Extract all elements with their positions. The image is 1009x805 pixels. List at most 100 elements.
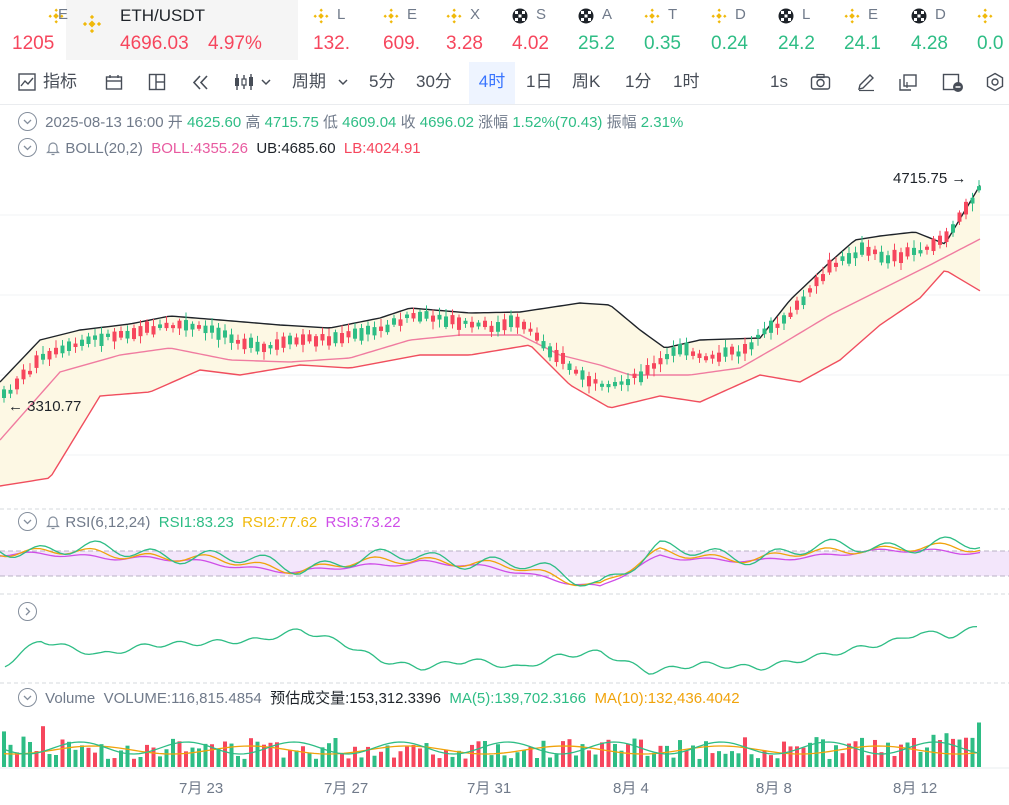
- volume-ma5: MA(5):139,702.3166: [449, 690, 587, 707]
- expand-icon[interactable]: [18, 602, 37, 621]
- ticker-symbol: D: [735, 6, 746, 23]
- candle: [697, 353, 702, 358]
- volume-bar: [216, 748, 221, 767]
- volume-bar: [86, 747, 91, 767]
- settings-icon[interactable]: [985, 72, 1005, 92]
- ticker-item[interactable]: D 0.24: [711, 0, 771, 62]
- interval-1w[interactable]: 周K: [572, 72, 601, 91]
- volume-row: Volume VOLUME:116,815.4854 预估成交量:153,312…: [18, 687, 740, 708]
- ticker-item[interactable]: E 24.1: [844, 0, 904, 62]
- volume-bar: [21, 736, 26, 767]
- candle: [444, 316, 448, 327]
- add-window-icon[interactable]: [898, 73, 918, 92]
- candle: [860, 242, 864, 255]
- collapse-icon[interactable]: [18, 138, 37, 157]
- candle: [795, 300, 799, 310]
- draw-pen-icon[interactable]: [856, 72, 876, 92]
- volume-bar: [372, 755, 377, 767]
- chevron-down-icon[interactable]: [338, 79, 348, 86]
- volume-bar: [645, 755, 650, 767]
- candle: [489, 325, 494, 332]
- rewind-icon[interactable]: [191, 74, 211, 91]
- ohlc-change: 1.52%(70.43): [512, 114, 603, 131]
- candle: [60, 345, 65, 354]
- volume-bar: [801, 747, 806, 767]
- ticker-active[interactable]: ETH/USDT 4696.03 4.97%: [66, 0, 298, 60]
- candle: [314, 336, 318, 347]
- volume-bar: [840, 753, 845, 767]
- volume-bar: [717, 751, 721, 767]
- interval-1h[interactable]: 1时: [673, 72, 700, 91]
- layout-icon[interactable]: [148, 73, 166, 91]
- candle: [99, 333, 104, 346]
- ticker-item[interactable]: A 25.2: [578, 0, 638, 62]
- candle: [938, 235, 942, 245]
- volume-bar: [691, 745, 695, 767]
- ticker-item[interactable]: E 609.: [383, 0, 443, 62]
- calendar-icon[interactable]: [105, 74, 123, 91]
- volume-bar: [808, 742, 812, 767]
- interval-30m[interactable]: 30分: [416, 72, 452, 91]
- ticker-item[interactable]: S 4.02: [512, 0, 572, 62]
- ticker-item[interactable]: T 0.35: [644, 0, 704, 62]
- volume-bar: [80, 745, 84, 767]
- volume-bar: [203, 743, 208, 767]
- indicator-row: [18, 602, 41, 621]
- candle-type-icon[interactable]: [233, 73, 255, 91]
- volume-bar: [626, 744, 630, 767]
- bell-icon[interactable]: [45, 514, 61, 530]
- collapse-icon[interactable]: [18, 112, 37, 131]
- volume-bar: [99, 744, 104, 767]
- ticker-item[interactable]: L 24.2: [778, 0, 838, 62]
- bell-icon[interactable]: [45, 140, 61, 156]
- volume-bar: [385, 745, 390, 767]
- ohlc-row: 2025-08-13 16:00 开 4625.60 高 4715.75 低 4…: [18, 111, 683, 132]
- interval-1m[interactable]: 1分: [625, 72, 652, 91]
- candle: [21, 369, 26, 380]
- ticker-item[interactable]: X 3.28: [446, 0, 506, 62]
- candle: [710, 354, 715, 359]
- candle: [580, 370, 585, 380]
- volume-bar: [366, 746, 370, 767]
- volume-bar: [411, 744, 416, 767]
- contract-icon: [911, 8, 927, 24]
- interval-5m[interactable]: 5分: [369, 72, 396, 91]
- volume-bar: [736, 753, 741, 767]
- volume-bar: [346, 758, 351, 767]
- camera-icon[interactable]: [810, 73, 831, 91]
- indicator-icon[interactable]: [18, 73, 36, 91]
- volume-ma10-line: [3, 745, 980, 755]
- rsi2-line: [0, 542, 981, 587]
- collapse-icon[interactable]: [18, 688, 37, 707]
- candle: [873, 249, 877, 255]
- delete-drawing-icon[interactable]: [942, 73, 964, 93]
- ticker-symbol: T: [668, 6, 678, 23]
- interval-1d[interactable]: 1日: [526, 72, 553, 91]
- bnb-icon: [644, 8, 660, 24]
- collapse-icon[interactable]: [18, 512, 37, 531]
- volume-estimate: 预估成交量:153,312.3396: [270, 690, 442, 707]
- ticker-item[interactable]: E 1205: [12, 0, 68, 62]
- candle: [678, 343, 682, 355]
- ticker-item[interactable]: 0.0: [977, 0, 1009, 62]
- chart-toolbar: 指标 周期 5分 30分 4时 1日 周K 1分 1时 1s: [0, 62, 1009, 105]
- candle: [814, 277, 819, 287]
- volume-bar: [145, 744, 149, 767]
- chevron-down-icon[interactable]: [261, 79, 271, 86]
- volume-bar: [827, 758, 832, 767]
- candle: [132, 328, 136, 340]
- candle: [808, 288, 812, 293]
- ticker-item[interactable]: D 4.28: [911, 0, 971, 62]
- indicator-button[interactable]: 指标: [43, 72, 77, 91]
- candle: [840, 256, 845, 261]
- rsi3-line: [0, 548, 981, 587]
- candle: [249, 337, 253, 348]
- volume-bar: [197, 748, 201, 767]
- seconds-button[interactable]: 1s: [770, 72, 788, 91]
- period-button[interactable]: 周期: [292, 72, 326, 91]
- interval-4h[interactable]: 4时: [469, 62, 515, 104]
- ticker-item[interactable]: L 132.: [313, 0, 373, 62]
- volume-bar: [743, 737, 747, 767]
- volume-bar: [93, 752, 97, 767]
